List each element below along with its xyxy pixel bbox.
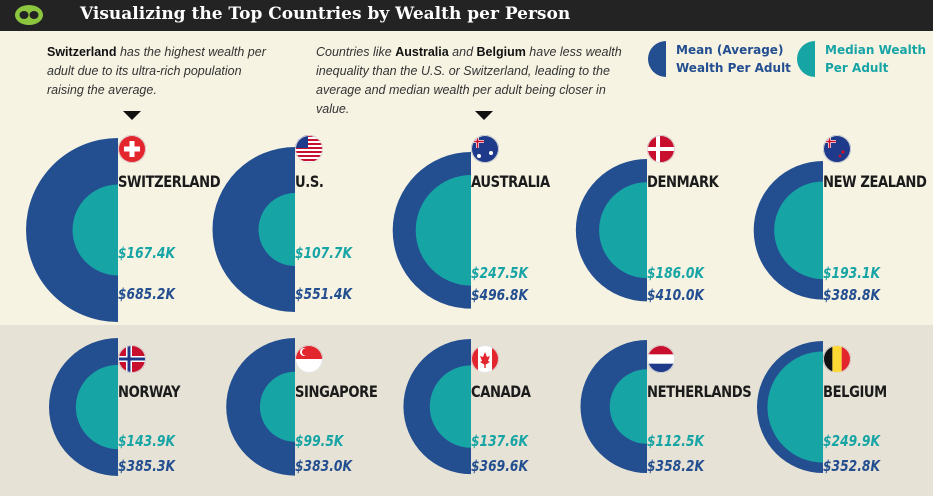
flag-norway-icon — [118, 345, 146, 373]
flag-denmark-icon — [647, 135, 675, 163]
mean-value-singapore: $383.0K — [295, 457, 353, 475]
legend-mean: Mean (Average) Wealth Per Adult — [648, 41, 791, 77]
median-half-belgium — [767, 351, 823, 463]
mean-half-usa — [212, 147, 295, 313]
country-chart-australia — [392, 151, 471, 309]
mean-value-australia: $496.8K — [471, 286, 529, 304]
flag-canada-icon — [471, 345, 499, 373]
note-inequality: Countries like Australia and Belgium hav… — [316, 43, 636, 119]
mean-value-canada: $369.6K — [471, 457, 529, 475]
mean-value-usa: $551.4K — [295, 285, 353, 303]
median-value-belgium: $249.9K — [823, 432, 881, 450]
mean-value-switzerland: $685.2K — [118, 285, 176, 303]
country-name-australia: AUSTRALIA — [471, 172, 550, 191]
mean-value-norway: $385.3K — [118, 457, 176, 475]
legend-median: Median Wealth Per Adult — [797, 41, 926, 77]
country-name-usa: U.S. — [295, 172, 324, 191]
page-title: Visualizing the Top Countries by Wealth … — [80, 4, 571, 24]
median-half-singapore — [259, 371, 295, 443]
median-half-usa — [258, 193, 295, 267]
country-chart-usa — [212, 147, 295, 313]
median-half-new-zealand — [774, 181, 823, 279]
median-half-denmark — [599, 182, 647, 278]
note-switzerland-text: has the highest wealth per adult due to … — [47, 45, 266, 97]
median-value-denmark: $186.0K — [647, 264, 705, 282]
median-half-norway — [75, 364, 118, 450]
flag-new-zealand-icon — [823, 135, 851, 163]
median-half-switzerland — [72, 184, 118, 276]
note-switzerland: Switzerland has the highest wealth per a… — [47, 43, 272, 100]
median-value-australia: $247.5K — [471, 264, 529, 282]
legend-median-swatch — [797, 41, 815, 77]
arrow-switzerland-icon — [123, 111, 141, 120]
note-mid-post: have less wealth inequality than the U.S… — [316, 45, 622, 116]
country-chart-netherlands — [580, 340, 647, 474]
median-half-australia — [415, 174, 471, 286]
country-name-norway: NORWAY — [118, 382, 181, 401]
median-value-norway: $143.9K — [118, 432, 176, 450]
country-chart-new-zealand — [753, 160, 823, 300]
flag-switzerland-icon — [118, 135, 146, 163]
mean-half-switzerland — [26, 138, 118, 322]
country-name-belgium: BELGIUM — [823, 382, 887, 401]
country-chart-switzerland — [26, 138, 118, 322]
median-value-switzerland: $167.4K — [118, 244, 176, 262]
country-chart-denmark — [575, 158, 647, 302]
flag-australia-icon — [471, 135, 499, 163]
median-value-singapore: $99.5K — [295, 432, 344, 450]
legend-mean-swatch — [648, 41, 666, 77]
note-mid-belgium: Belgium — [476, 45, 526, 59]
median-value-netherlands: $112.5K — [647, 432, 705, 450]
country-name-switzerland: SWITZERLAND — [118, 172, 221, 191]
country-chart-singapore — [226, 338, 295, 476]
legend-median-label: Median Wealth Per Adult — [825, 43, 927, 75]
country-name-denmark: DENMARK — [647, 172, 719, 191]
note-mid-pre: Countries like — [316, 45, 396, 59]
country-name-netherlands: NETHERLANDS — [647, 382, 752, 401]
note-mid-australia: Australia — [395, 45, 449, 59]
mean-value-new-zealand: $388.8K — [823, 286, 881, 304]
flag-belgium-icon — [823, 345, 851, 373]
mean-value-belgium: $352.8K — [823, 457, 881, 475]
country-chart-norway — [49, 338, 118, 476]
median-half-canada — [429, 365, 471, 449]
country-name-canada: CANADA — [471, 382, 531, 401]
median-value-new-zealand: $193.1K — [823, 264, 881, 282]
country-chart-canada — [403, 339, 471, 475]
median-value-usa: $107.7K — [295, 244, 353, 262]
mean-value-netherlands: $358.2K — [647, 457, 705, 475]
legend-mean-label: Mean (Average) Wealth Per Adult — [676, 43, 791, 75]
country-name-singapore: SINGAPORE — [295, 382, 378, 401]
mean-value-denmark: $410.0K — [647, 286, 705, 304]
note-mid-and: and — [448, 45, 477, 59]
median-half-netherlands — [609, 369, 647, 445]
note-switzerland-bold: Switzerland — [47, 45, 117, 59]
median-value-canada: $137.6K — [471, 432, 529, 450]
logo-icon — [15, 5, 43, 25]
flag-usa-icon — [295, 135, 323, 163]
flag-netherlands-icon — [647, 345, 675, 373]
country-name-new-zealand: NEW ZEALAND — [823, 172, 927, 191]
country-chart-belgium — [756, 340, 823, 474]
flag-singapore-icon — [295, 345, 323, 373]
arrow-australia-icon — [475, 111, 493, 120]
header-bar: Visualizing the Top Countries by Wealth … — [0, 0, 933, 31]
